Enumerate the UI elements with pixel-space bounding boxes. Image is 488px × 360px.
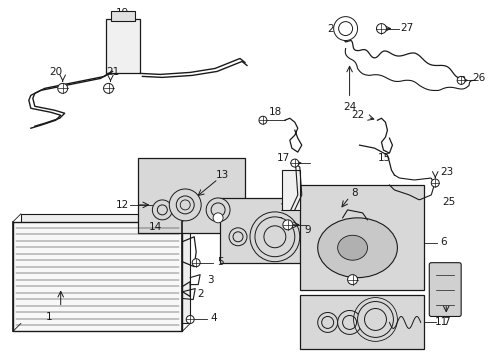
Text: 12: 12 [116,200,129,210]
Bar [299,294,424,349]
Text: 10: 10 [280,203,293,213]
Text: 25: 25 [442,197,455,207]
Bar [299,185,424,289]
Text: 16: 16 [271,217,284,227]
Text: 7: 7 [442,318,448,328]
Text: 20: 20 [49,67,62,77]
Bar [105,19,140,73]
Text: 27: 27 [400,23,413,33]
Circle shape [376,24,386,33]
Text: 23: 23 [440,167,453,177]
Circle shape [233,232,243,242]
Circle shape [211,203,224,217]
Circle shape [456,76,464,84]
Circle shape [180,200,190,210]
Text: 8: 8 [350,188,357,198]
Bar [138,158,244,233]
Text: 26: 26 [471,73,485,84]
Circle shape [357,302,393,337]
Circle shape [342,315,356,329]
Circle shape [347,275,357,285]
Bar [220,198,316,263]
Circle shape [103,84,113,93]
Text: 24: 24 [342,102,355,112]
Circle shape [192,259,200,267]
Text: 9: 9 [304,225,310,235]
Text: 1: 1 [45,312,52,323]
Text: 4: 4 [210,314,217,324]
Circle shape [290,159,298,167]
Bar [13,222,182,332]
Bar [281,170,299,210]
Circle shape [338,22,352,36]
Bar [110,11,135,21]
Circle shape [228,228,246,246]
Circle shape [206,198,229,222]
Text: 28: 28 [326,24,340,33]
Circle shape [157,205,167,215]
Text: 15: 15 [377,153,390,163]
Text: 11: 11 [434,318,447,328]
FancyBboxPatch shape [428,263,460,316]
Text: 19: 19 [116,8,129,18]
Circle shape [317,312,337,332]
Text: 21: 21 [106,67,119,77]
Circle shape [176,196,194,214]
Ellipse shape [337,235,367,260]
Ellipse shape [317,218,397,278]
Text: 6: 6 [439,237,446,247]
Circle shape [337,310,361,334]
Circle shape [58,84,67,93]
Text: 5: 5 [216,257,223,267]
Text: 3: 3 [206,275,213,285]
Circle shape [282,220,292,230]
Circle shape [169,189,201,221]
Text: 13: 13 [215,170,228,180]
Circle shape [259,116,266,124]
Text: 2: 2 [197,289,203,298]
Circle shape [254,217,294,257]
Circle shape [213,213,223,223]
Circle shape [186,315,194,323]
Circle shape [364,309,386,330]
Circle shape [430,179,438,187]
Text: 18: 18 [269,107,282,117]
Circle shape [321,316,333,328]
Text: 14: 14 [148,222,162,232]
Bar [21,214,190,323]
Text: 22: 22 [350,110,364,120]
Text: 17: 17 [277,153,290,163]
Circle shape [152,200,172,220]
Circle shape [333,17,357,41]
Circle shape [264,226,285,248]
